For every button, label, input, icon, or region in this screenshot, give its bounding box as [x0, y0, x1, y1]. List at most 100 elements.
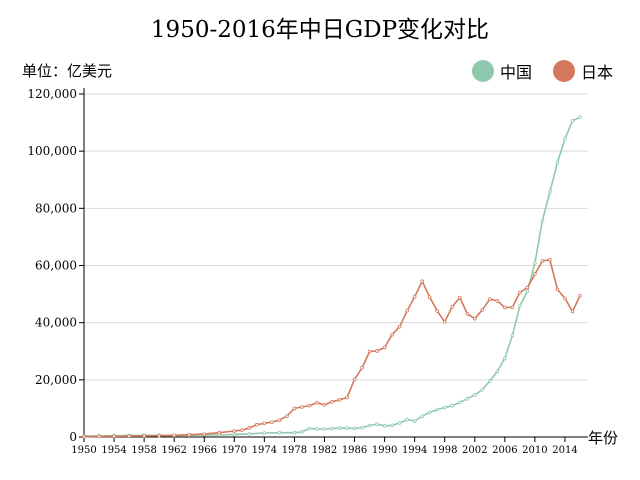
x-tick-label: 1994: [402, 445, 427, 456]
series-line-china: [83, 116, 581, 437]
data-point-japan: [262, 421, 267, 426]
data-point-japan: [345, 395, 349, 400]
data-point-japan: [255, 422, 259, 427]
data-point-china: [277, 430, 282, 435]
data-point-china: [480, 387, 485, 392]
data-point-japan: [540, 259, 545, 263]
data-point-japan: [375, 349, 379, 353]
data-point-japan: [563, 296, 567, 301]
x-tick-label: 2006: [492, 445, 517, 456]
data-point-china: [412, 419, 417, 423]
data-point-japan: [300, 405, 304, 409]
data-point-china: [315, 427, 319, 431]
data-point-china: [292, 430, 297, 435]
x-tick-label: 1962: [161, 445, 186, 456]
data-point-china: [578, 115, 582, 119]
data-point-china: [518, 304, 522, 308]
data-point-japan: [442, 320, 447, 324]
chart-title: 1950-2016年中日GDP变化对比: [150, 17, 490, 43]
data-point-china: [465, 396, 470, 401]
data-point-japan: [465, 312, 470, 316]
x-tick-label: 1954: [101, 445, 126, 456]
data-point-japan: [277, 418, 282, 422]
data-point-japan: [270, 420, 274, 424]
data-point-japan: [202, 432, 207, 436]
data-point-japan: [232, 429, 237, 433]
data-point-japan: [307, 403, 312, 408]
data-point-china: [300, 430, 304, 434]
data-point-japan: [157, 433, 161, 438]
legend-item-japan[interactable]: 日本: [553, 59, 613, 83]
data-point-china: [397, 421, 402, 425]
data-point-china: [442, 405, 447, 410]
legend-swatch-china: [472, 60, 494, 82]
data-point-japan: [578, 293, 582, 298]
x-tick-label: 1950: [71, 445, 96, 456]
legend-swatch-japan: [553, 60, 575, 82]
data-point-japan: [397, 324, 402, 329]
legend-label-china: 中国: [500, 63, 533, 82]
data-point-japan: [420, 279, 424, 284]
data-point-japan: [187, 432, 192, 437]
y-tick-label: 100,000: [27, 144, 77, 158]
data-point-china: [322, 427, 327, 431]
legend-item-china[interactable]: 中国: [472, 59, 532, 83]
data-point-china: [472, 393, 477, 397]
data-point-china: [450, 404, 455, 408]
data-point-china: [345, 426, 349, 430]
data-point-japan: [503, 305, 507, 310]
data-point-china: [533, 261, 537, 265]
data-point-japan: [367, 349, 372, 354]
data-point-japan: [82, 434, 86, 439]
y-tick-label: 80,000: [35, 201, 77, 215]
y-tick-label: 40,000: [35, 316, 77, 330]
data-point-japan: [533, 272, 537, 276]
data-point-japan: [450, 304, 455, 309]
data-point-china: [435, 407, 440, 412]
data-point-china: [570, 119, 575, 123]
data-point-japan: [435, 309, 440, 313]
x-tick-label: 1966: [192, 445, 217, 456]
x-tick-label: 1982: [312, 445, 337, 456]
data-point-japan: [495, 299, 500, 303]
data-point-japan: [330, 400, 334, 404]
data-point-china: [563, 136, 567, 141]
data-point-japan: [488, 297, 492, 302]
data-point-japan: [390, 332, 394, 337]
data-point-china: [360, 425, 364, 430]
y-tick-label: 0: [69, 430, 77, 444]
data-point-japan: [172, 433, 176, 438]
x-tick-label: 1998: [432, 445, 457, 456]
data-point-china: [337, 426, 342, 430]
data-point-china: [367, 423, 372, 428]
x-axis-label: 年份: [588, 429, 618, 447]
y-tick-label: 60,000: [35, 259, 77, 273]
y-tick-label: 120,000: [27, 87, 77, 101]
data-point-china: [405, 417, 409, 422]
data-point-china: [555, 160, 560, 165]
data-point-china: [488, 379, 492, 383]
x-tick-label: 1970: [222, 445, 247, 456]
data-point-china: [548, 190, 552, 194]
x-tick-label: 2010: [522, 445, 547, 456]
data-point-japan: [555, 287, 560, 292]
data-point-china: [457, 400, 462, 405]
data-point-japan: [405, 308, 409, 313]
data-point-japan: [382, 345, 387, 350]
data-point-japan: [315, 400, 319, 405]
x-tick-label: 1974: [252, 445, 277, 456]
data-point-japan: [518, 290, 522, 295]
data-point-china: [525, 289, 530, 294]
data-point-china: [382, 424, 387, 428]
x-tick-label: 2002: [462, 445, 487, 456]
data-point-japan: [127, 434, 131, 438]
data-point-japan: [412, 294, 417, 299]
data-point-japan: [360, 366, 364, 370]
data-point-japan: [142, 434, 146, 438]
data-point-china: [420, 414, 424, 418]
data-point-japan: [240, 428, 244, 432]
data-point-japan: [112, 434, 116, 439]
series-line-japan: [83, 258, 581, 438]
data-point-china: [330, 426, 334, 431]
data-point-japan: [457, 295, 462, 300]
